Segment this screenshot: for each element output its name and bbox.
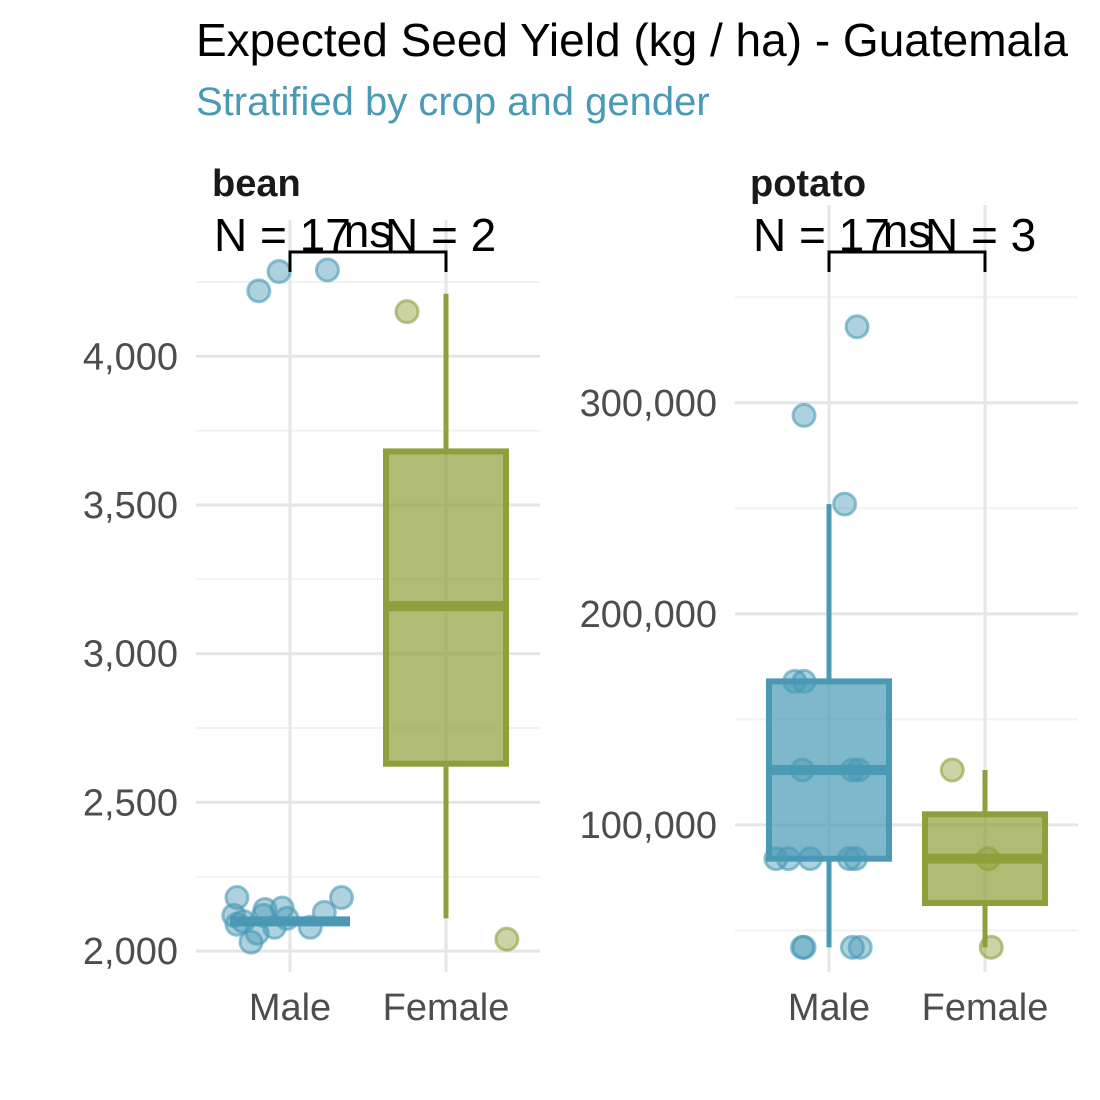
data-point bbox=[975, 846, 1001, 872]
data-point bbox=[843, 846, 869, 872]
data-point bbox=[832, 491, 858, 517]
data-point bbox=[224, 885, 250, 911]
y-tick-label: 100,000 bbox=[580, 805, 717, 847]
y-tick-label: 2,500 bbox=[83, 782, 178, 824]
significance-bracket bbox=[827, 250, 987, 272]
data-point bbox=[314, 257, 340, 283]
data-point bbox=[791, 402, 817, 428]
data-point bbox=[846, 757, 872, 783]
data-point bbox=[839, 934, 865, 960]
data-point bbox=[238, 929, 264, 955]
chart-subtitle: Stratified by crop and gender bbox=[196, 80, 710, 124]
data-point bbox=[775, 846, 801, 872]
significance-label: ns bbox=[344, 205, 393, 257]
data-point bbox=[789, 757, 815, 783]
x-tick-label: Male bbox=[788, 987, 870, 1029]
y-tick-label: 3,500 bbox=[83, 485, 178, 527]
data-point bbox=[782, 668, 808, 694]
data-point bbox=[224, 911, 250, 937]
data-point bbox=[836, 846, 862, 872]
y-tick-label: 4,000 bbox=[83, 336, 178, 378]
data-point bbox=[328, 885, 354, 911]
x-tick-label: Male bbox=[249, 987, 331, 1029]
y-tick-label: 200,000 bbox=[580, 594, 717, 636]
facet-strip-label: potato bbox=[750, 163, 866, 205]
data-point bbox=[274, 905, 300, 931]
data-point bbox=[494, 926, 520, 952]
data-point bbox=[297, 914, 323, 940]
data-point bbox=[266, 258, 292, 284]
y-tick-label: 300,000 bbox=[580, 383, 717, 425]
x-tick-label: Female bbox=[383, 987, 510, 1029]
data-point bbox=[844, 314, 870, 340]
box-female bbox=[383, 293, 509, 919]
data-point bbox=[847, 934, 873, 960]
facet-strip-label: bean bbox=[212, 163, 301, 205]
chart-title: Expected Seed Yield (kg / ha) - Guatemal… bbox=[196, 14, 1068, 66]
data-point bbox=[311, 899, 337, 925]
box-female bbox=[922, 770, 1048, 948]
x-tick-label: Female bbox=[922, 987, 1049, 1029]
data-point bbox=[978, 934, 1004, 960]
data-point bbox=[791, 668, 817, 694]
box-male bbox=[766, 504, 892, 948]
data-point bbox=[394, 299, 420, 325]
data-point bbox=[839, 757, 865, 783]
data-point bbox=[246, 278, 272, 304]
data-point bbox=[939, 757, 965, 783]
significance-bracket bbox=[288, 250, 448, 272]
data-point bbox=[791, 934, 817, 960]
y-tick-label: 2,000 bbox=[83, 931, 178, 973]
data-point bbox=[797, 846, 823, 872]
y-tick-label: 3,000 bbox=[83, 634, 178, 676]
significance-label: ns bbox=[883, 205, 932, 257]
